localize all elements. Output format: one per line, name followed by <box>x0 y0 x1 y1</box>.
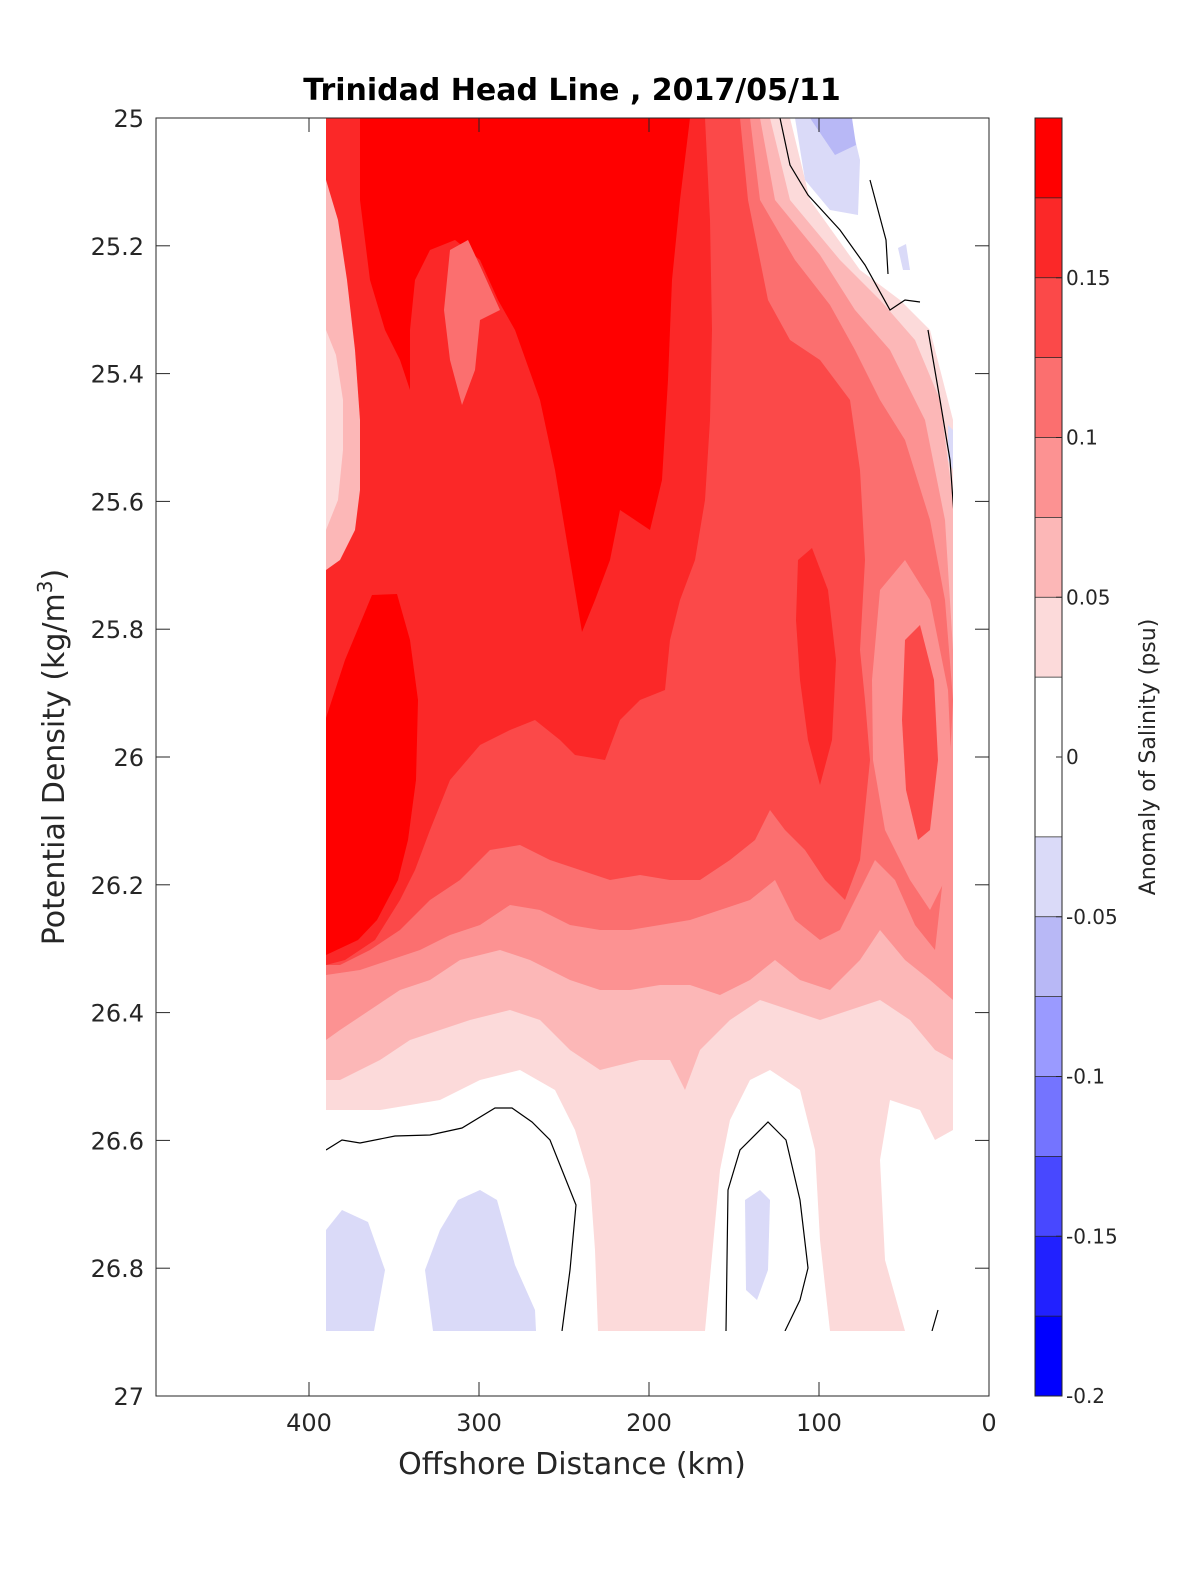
patch-negative-bottom-1 <box>326 1210 385 1331</box>
colorbar-segment <box>1035 197 1062 278</box>
y-tick-label: 27 <box>113 1383 144 1411</box>
x-tick-label: 400 <box>286 1409 332 1437</box>
salinity-anomaly-field <box>326 118 953 1331</box>
x-tick-label: 300 <box>456 1409 502 1437</box>
colorbar-tick-label: 0 <box>1066 745 1079 769</box>
colorbar-segment <box>1035 1316 1062 1396</box>
zero-contour-2 <box>869 179 889 275</box>
chart-title: Trinidad Head Line , 2017/05/11 <box>303 73 840 108</box>
y-tick-label: 25.2 <box>91 233 144 261</box>
colorbar-segment <box>1035 597 1062 678</box>
patch-negative-bottom-2 <box>425 1190 536 1331</box>
colorbar-ticks: -0.2 -0.15 -0.1 -0.05 0 0.05 0.1 0.15 <box>1056 266 1118 1408</box>
colorbar-tick-label: 0.15 <box>1066 266 1111 290</box>
y-tick-label: 25.6 <box>91 488 144 516</box>
y-tick-label: 26.8 <box>91 1255 144 1283</box>
colorbar-tick-label: -0.05 <box>1066 905 1118 929</box>
colorbar-segment <box>1035 118 1062 198</box>
x-tick-label: 200 <box>626 1409 672 1437</box>
patch-negative-top-2 <box>810 118 856 155</box>
zero-contour-1 <box>779 118 921 311</box>
y-tick-label: 25.8 <box>91 616 144 644</box>
zero-contour-6 <box>931 1309 939 1331</box>
band-0-175-upper <box>360 118 690 632</box>
patch-weaker-center <box>444 240 500 405</box>
colorbar-segment <box>1035 1076 1062 1157</box>
colorbar-segment <box>1035 277 1062 358</box>
y-tick-label: 25 <box>113 105 144 133</box>
y-axis-title-superscript: 3 <box>33 580 57 593</box>
zero-contour-3 <box>927 329 953 509</box>
colorbar-segment <box>1035 1156 1062 1237</box>
colorbar-title: Anomaly of Salinity (psu) <box>1136 619 1161 896</box>
patch-lightest-upper-left <box>326 330 343 530</box>
colorbar-segment <box>1035 437 1062 518</box>
patch-nearshore-mid <box>902 625 938 840</box>
colorbar-tick-label: -0.15 <box>1066 1224 1118 1248</box>
y-tick-label: 26.2 <box>91 872 144 900</box>
y-tick-label: 26 <box>113 744 144 772</box>
colorbar-tick-label: -0.2 <box>1066 1384 1105 1408</box>
x-tick-label: 0 <box>981 1409 996 1437</box>
zero-contour-5 <box>725 1121 809 1331</box>
zero-contours <box>326 118 953 1331</box>
x-tick-label: 100 <box>796 1409 842 1437</box>
y-axis-title: Potential Density (kg/m3) <box>33 569 72 945</box>
zero-contour-4 <box>326 1107 577 1331</box>
colorbar-segment <box>1035 836 1062 917</box>
y-axis: 25 25.2 25.4 25.6 25.8 26 26.2 26.4 26.6 26.8 27 <box>91 105 989 1411</box>
x-axis-title: Offshore Distance (km) <box>398 1447 746 1482</box>
colorbar-tick-label: 0.1 <box>1066 426 1098 450</box>
colorbar-segment <box>1035 1236 1062 1317</box>
y-tick-label: 26.4 <box>91 1000 144 1028</box>
y-tick-label: 25.4 <box>91 361 144 389</box>
colorbar-segment <box>1035 517 1062 598</box>
band-0-175-lower <box>326 594 418 955</box>
y-axis-title-close: ) <box>37 569 72 581</box>
colorbar-segment <box>1035 996 1062 1077</box>
patch-negative-bottom-3 <box>745 1190 770 1300</box>
patch-nearshore-core-1 <box>796 548 836 785</box>
patch-negative-top-3 <box>898 244 910 270</box>
y-tick-label: 26.6 <box>91 1127 144 1155</box>
colorbar-segment <box>1035 916 1062 997</box>
colorbar-tick-label: -0.1 <box>1066 1065 1105 1089</box>
x-axis: 400 300 200 100 0 <box>286 118 997 1437</box>
colorbar-tick-label: 0.05 <box>1066 585 1111 609</box>
y-axis-title-main: Potential Density (kg/m <box>37 593 72 945</box>
colorbar-segment <box>1035 357 1062 438</box>
